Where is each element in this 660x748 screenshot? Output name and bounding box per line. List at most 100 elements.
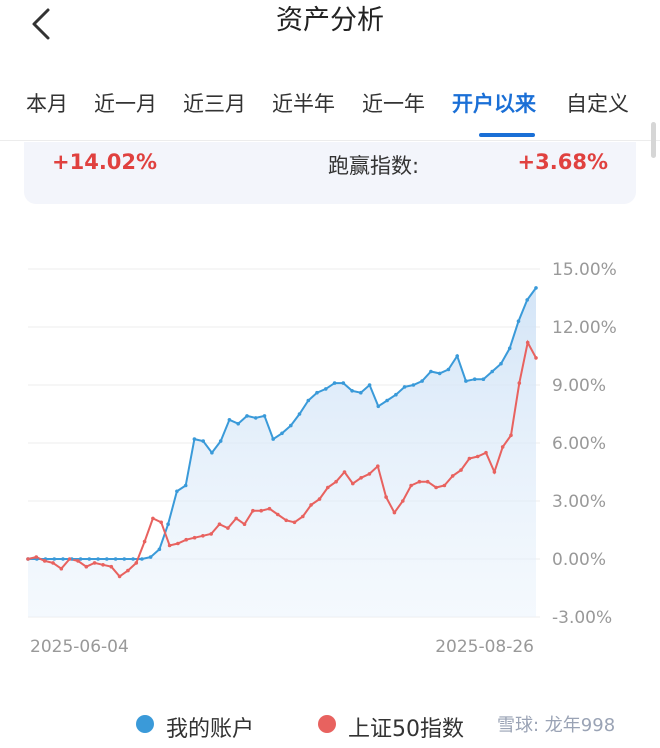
data-point-account — [105, 557, 109, 561]
y-tick-label: -3.00% — [552, 608, 612, 628]
tab-last-half-year[interactable]: 近半年 — [272, 92, 335, 116]
data-point-index — [334, 479, 338, 484]
scrollbar[interactable] — [651, 122, 656, 158]
data-point-account — [437, 371, 442, 376]
data-point-index — [101, 563, 105, 567]
data-point-index — [442, 483, 447, 488]
data-point-index — [142, 539, 147, 544]
data-point-account — [201, 439, 205, 443]
data-point-account — [297, 412, 302, 416]
data-point-account — [96, 557, 100, 561]
data-point-index — [276, 512, 280, 517]
data-point-account — [148, 555, 153, 559]
data-point-index — [167, 543, 172, 548]
data-point-account — [367, 383, 372, 387]
period-tabs: 本月 近一月 近三月 近半年 近一年 开户以来 自定义 — [0, 66, 660, 140]
back-button[interactable] — [22, 4, 66, 48]
legend-index-dot-icon — [318, 715, 336, 733]
data-point-index — [376, 464, 380, 468]
data-point-index — [67, 557, 72, 561]
x-tick-label-start: 2025-06-04 — [30, 637, 129, 657]
data-point-account — [157, 547, 162, 552]
data-point-account — [210, 450, 214, 455]
legend-index-label: 上证50指数 — [348, 717, 464, 742]
data-point-index — [192, 535, 197, 540]
x-tick-label-end: 2025-08-26 — [435, 637, 534, 657]
data-point-index — [434, 485, 438, 490]
data-point-index — [392, 510, 397, 515]
data-point-index — [267, 506, 272, 511]
data-point-account — [455, 354, 460, 358]
data-point-account — [87, 557, 92, 561]
data-point-account — [61, 557, 65, 561]
data-point-index — [417, 479, 422, 484]
y-tick-label: 0.00% — [552, 550, 606, 570]
legend-account-label: 我的账户 — [166, 717, 255, 742]
chart-legend: 我的账户 上证50指数 — [0, 706, 660, 746]
data-point-index — [134, 561, 139, 565]
data-point-index — [425, 479, 430, 484]
data-point-account — [280, 431, 284, 436]
data-point-index — [467, 456, 472, 461]
y-tick-label: 6.00% — [552, 434, 606, 454]
data-point-account — [420, 379, 424, 383]
data-point-index — [217, 522, 222, 526]
y-tick-label: 3.00% — [552, 492, 606, 512]
data-point-index — [109, 564, 114, 569]
active-tab-indicator — [479, 133, 535, 137]
data-point-account — [385, 398, 389, 403]
data-point-index — [234, 516, 238, 521]
data-point-index — [176, 541, 180, 546]
data-point-index — [534, 356, 538, 360]
data-point-index — [317, 497, 322, 501]
y-tick-label: 15.00% — [552, 260, 617, 280]
data-point-index — [409, 483, 413, 488]
data-point-account — [464, 379, 468, 383]
data-point-index — [301, 514, 305, 519]
legend-account-dot-icon — [136, 715, 154, 733]
data-point-index — [367, 472, 372, 476]
beat-index-value: +3.68% — [517, 150, 608, 174]
series-line-index — [27, 339, 537, 578]
data-point-index — [517, 381, 522, 385]
tab-last-three-months[interactable]: 近三月 — [183, 92, 246, 116]
tab-this-month[interactable]: 本月 — [26, 92, 68, 116]
data-point-account — [271, 437, 276, 441]
data-point-account — [534, 286, 538, 290]
tab-last-month[interactable]: 近一月 — [94, 92, 157, 116]
data-point-account — [332, 381, 337, 385]
series-area-account — [28, 287, 536, 617]
data-point-account — [516, 319, 521, 323]
tab-custom[interactable]: 自定义 — [566, 92, 629, 116]
data-point-account — [52, 557, 57, 561]
data-point-account — [78, 557, 83, 561]
watermark: 雪球: 龙年998 — [497, 715, 616, 736]
data-point-account — [411, 383, 416, 387]
data-point-index — [184, 537, 188, 542]
data-point-account — [350, 389, 354, 393]
data-point-account — [122, 557, 127, 561]
data-point-index — [459, 468, 463, 472]
data-point-account — [359, 390, 363, 395]
tab-since-account-open[interactable]: 开户以来 — [452, 92, 536, 116]
data-point-account — [429, 369, 433, 374]
data-point-account — [315, 390, 319, 395]
data-point-index — [76, 559, 80, 563]
data-point-account — [113, 557, 118, 561]
data-point-account — [236, 421, 240, 426]
data-point-account — [175, 489, 179, 494]
data-point-index — [401, 499, 405, 503]
data-point-account — [324, 387, 328, 391]
data-point-account — [227, 418, 232, 422]
data-point-index — [492, 470, 497, 474]
data-point-index — [450, 474, 455, 478]
data-point-index — [226, 526, 230, 530]
data-point-index — [359, 476, 363, 480]
data-point-account — [140, 557, 144, 561]
tab-last-year[interactable]: 近一年 — [362, 92, 425, 116]
return-chart: -3.00% 0.00% 3.00% 6.00% 9.00% 12.00% 15.00% 20… — [26, 260, 617, 657]
header: 资产分析 — [0, 0, 660, 60]
beat-index-label: 跑赢指数: — [328, 154, 420, 178]
data-point-index — [159, 520, 163, 525]
data-point-index — [342, 470, 347, 474]
